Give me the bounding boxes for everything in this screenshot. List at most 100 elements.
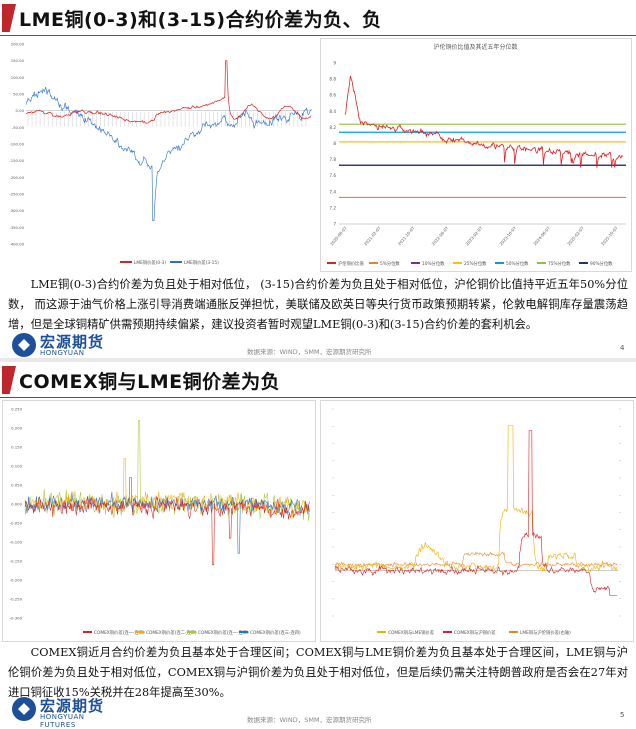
x-tick-label: 2024-06-07 bbox=[532, 225, 551, 246]
slide-title: LME铜(0-3)和(3-15)合约价差为负、负 bbox=[19, 9, 382, 31]
series-line-cross bbox=[334, 430, 618, 596]
legend-entry: 10%分位数 bbox=[422, 260, 445, 267]
series-line-lme-3-15 bbox=[25, 87, 312, 221]
chart-svg: COMEX铜与LME铜价差 COMEX铜与沪铜价差 LME铜与沪伦铜价差(右轴) bbox=[332, 408, 621, 636]
y-tick-label: -0.150 bbox=[10, 559, 23, 564]
chart-frame bbox=[320, 400, 634, 642]
y-tick-label: 0.000 bbox=[11, 502, 22, 507]
y-tick-label: 0.200 bbox=[11, 426, 22, 431]
legend-entry: COMEX铜价差(连二-连三) bbox=[146, 629, 197, 636]
series-line-comex bbox=[24, 458, 310, 520]
y-tick-label: 7.4 bbox=[329, 189, 336, 194]
chart-svg: 200.00 150.00 100.00 50.00 0.00 -50.00 -100.00… bbox=[9, 42, 312, 266]
y-tick-label: 0.150 bbox=[11, 445, 22, 450]
y-tick-label: -400.00 bbox=[9, 242, 24, 247]
y-tick-label: -300.00 bbox=[9, 208, 24, 213]
y-tick-label: 8.6 bbox=[329, 93, 336, 98]
x-tick-label: 2025-02-07 bbox=[566, 225, 585, 246]
y-tick-label: 0.100 bbox=[11, 464, 22, 469]
y-tick-label: 9 bbox=[333, 61, 336, 66]
series-line-comex bbox=[24, 477, 310, 566]
y-tick-label: 150.00 bbox=[11, 58, 25, 63]
y-tick-label: -0.300 bbox=[10, 616, 23, 621]
logo-icon bbox=[12, 697, 36, 721]
analysis-paragraph: COMEX铜近月合约价差为负且基本处于合理区间；COMEX铜与LME铜价差为负且… bbox=[8, 646, 628, 699]
series-line-cross bbox=[334, 425, 618, 573]
logo-icon bbox=[12, 333, 36, 357]
series-line-cross bbox=[334, 551, 618, 568]
logo-cn: 宏源期货 bbox=[40, 697, 105, 715]
slide-lme-spreads: LME铜(0-3)和(3-15)合约价差为负、负 200.00 150.00 100… bbox=[0, 0, 636, 365]
x-tick-label: 2022-06-07 bbox=[431, 225, 450, 246]
title-underline bbox=[0, 397, 636, 398]
slide-separator bbox=[0, 358, 636, 362]
slide-title: COMEX铜与LME铜价差为负 bbox=[19, 371, 281, 393]
x-tick-label: 2023-02-07 bbox=[464, 225, 483, 246]
legend-entry: 90%分位数 bbox=[590, 260, 613, 267]
y-tick-label: 50.00 bbox=[13, 92, 24, 97]
y-tick-label: -350.00 bbox=[9, 225, 24, 230]
y-tick-label: -0.100 bbox=[10, 540, 23, 545]
slide-title-bar: COMEX铜与LME铜价差为负 bbox=[0, 362, 636, 398]
page-number: 4 bbox=[620, 344, 625, 352]
legend-entry: 25%分位数 bbox=[464, 260, 487, 267]
legend-entry: COMEX铜与LME铜价差 bbox=[388, 629, 435, 636]
legend-entry: LME铜价差(0-3) bbox=[134, 259, 166, 266]
title-underline bbox=[0, 35, 636, 36]
chart-lme-spreads: 200.00 150.00 100.00 50.00 0.00 -50.00 -100.00… bbox=[2, 38, 316, 270]
y-tick-label: 0.250 bbox=[11, 407, 22, 412]
chart-shfe-lme-ratio: 沪伦铜价比值及其近五年分位数 9 8.8 8.6 8.4 8.2 8 7.8 7.6 7.4 7.2… bbox=[321, 39, 630, 270]
legend-entry: LME铜与沪伦铜价差(右轴) bbox=[520, 629, 571, 636]
company-logo: 宏源期货 HONGYUAN FUTURES bbox=[12, 330, 122, 365]
legend-entry: COMEX铜与沪铜价差 bbox=[454, 629, 496, 636]
series-line-lme-0-3 bbox=[25, 60, 312, 124]
y-tick-label: 7 bbox=[333, 222, 336, 227]
y-tick-label: 8.4 bbox=[329, 109, 336, 114]
title-accent-mark bbox=[2, 4, 16, 32]
chart-comex-spreads: 0.250 0.200 0.150 0.100 0.050 0.000 -0.050 -0.1… bbox=[3, 401, 314, 640]
chart-title: 沪伦铜价比值及其近五年分位数 bbox=[433, 43, 517, 51]
chart-svg: 0.250 0.200 0.150 0.100 0.050 0.000 -0.050 -0.1… bbox=[10, 407, 310, 636]
y-tick-label: -0.200 bbox=[10, 578, 23, 583]
x-tick-label: 2020-06-07 bbox=[329, 225, 348, 246]
chart-frame bbox=[2, 400, 316, 642]
y-tick-label: -0.050 bbox=[10, 521, 23, 526]
x-tick-label: 2021-10-07 bbox=[397, 225, 416, 246]
data-source: 数据来源：WIND，SMM，宏源期货研究所 bbox=[247, 348, 372, 356]
legend-entry: 50%分位数 bbox=[506, 260, 529, 267]
x-tick-label: 2025-10-07 bbox=[600, 225, 619, 246]
y-tick-label: 100.00 bbox=[11, 75, 25, 80]
slide-title-bar: LME铜(0-3)和(3-15)合约价差为负、负 bbox=[0, 0, 636, 36]
y-tick-label: -0.250 bbox=[10, 597, 23, 602]
y-tick-label: 8 bbox=[333, 141, 336, 146]
x-tick-label: 2021-02-07 bbox=[363, 225, 382, 246]
y-tick-label: 7.2 bbox=[329, 205, 336, 210]
chart-svg: 沪伦铜价比值及其近五年分位数 9 8.8 8.6 8.4 8.2 8 7.8 7.6 7.4 7.2… bbox=[327, 43, 626, 267]
analysis-paragraph: LME铜(0-3)合约价差为负且处于相对低位， (3-15)合约价差为负且处于相… bbox=[8, 278, 628, 331]
y-tick-label: 8.8 bbox=[329, 77, 336, 82]
logo-cn: 宏源期货 bbox=[40, 333, 105, 351]
y-tick-label: -100.00 bbox=[9, 142, 24, 147]
y-tick-label: -150.00 bbox=[9, 158, 24, 163]
y-tick-label: 0.050 bbox=[11, 483, 22, 488]
chart-cross-market-spreads: COMEX铜与LME铜价差 COMEX铜与沪铜价差 LME铜与沪伦铜价差(右轴) bbox=[321, 401, 632, 640]
chart-frame bbox=[320, 38, 632, 272]
y-tick-label: -200.00 bbox=[9, 175, 24, 180]
legend-entry: LME铜价差(3-15) bbox=[184, 259, 219, 266]
title-accent-mark bbox=[2, 366, 16, 394]
legend-entry: 沪伦铜价比值 bbox=[338, 260, 364, 267]
y-tick-label: -50.00 bbox=[12, 125, 25, 130]
logo-en: HONGYUAN FUTURES bbox=[40, 713, 85, 729]
page-number: 5 bbox=[620, 711, 625, 719]
y-tick-label: 8.2 bbox=[329, 125, 336, 130]
legend-entry: COMEX铜价差(连三-连四) bbox=[250, 629, 301, 636]
y-tick-label: -250.00 bbox=[9, 192, 24, 197]
company-logo: 宏源期货 HONGYUAN FUTURES bbox=[12, 694, 122, 729]
y-tick-label: 0.00 bbox=[16, 108, 25, 113]
legend-entry: 75%分位数 bbox=[548, 260, 571, 267]
slide-comex-lme: COMEX铜与LME铜价差为负 0.250 0.200 0.150 0.100 0.05… bbox=[0, 362, 636, 729]
x-tick-label: 2023-10-07 bbox=[498, 225, 517, 246]
legend-entry: 5%分位数 bbox=[380, 260, 400, 267]
y-tick-label: 200.00 bbox=[11, 42, 25, 47]
y-tick-label: 7.8 bbox=[329, 157, 336, 162]
